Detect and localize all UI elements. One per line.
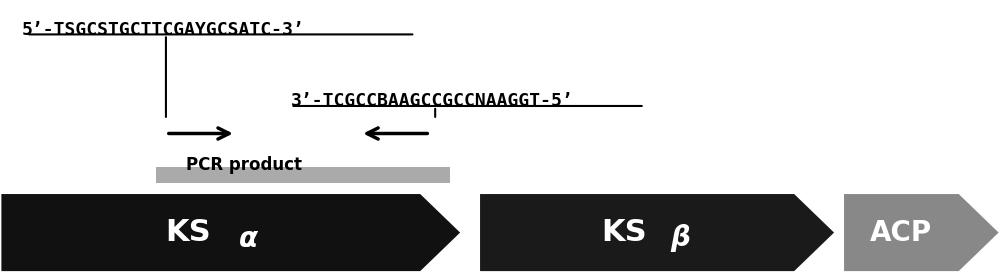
Polygon shape [480,194,834,271]
Text: KS: KS [601,218,647,247]
Text: PCR product: PCR product [186,155,302,173]
Bar [156,167,450,183]
Text: KS: KS [165,218,211,247]
Polygon shape [844,194,999,271]
Polygon shape [1,194,460,271]
Text: ACP: ACP [870,219,932,247]
Text: β: β [670,224,690,252]
Text: α: α [239,225,258,254]
Text: 5’-TSGCSTGCTTCGAYGCSATC-3’: 5’-TSGCSTGCTTCGAYGCSATC-3’ [21,21,304,39]
Text: 3’-TCGCCBAAGCCGCCNAAGGT-5’: 3’-TCGCCBAAGCCGCCNAAGGT-5’ [291,92,573,110]
